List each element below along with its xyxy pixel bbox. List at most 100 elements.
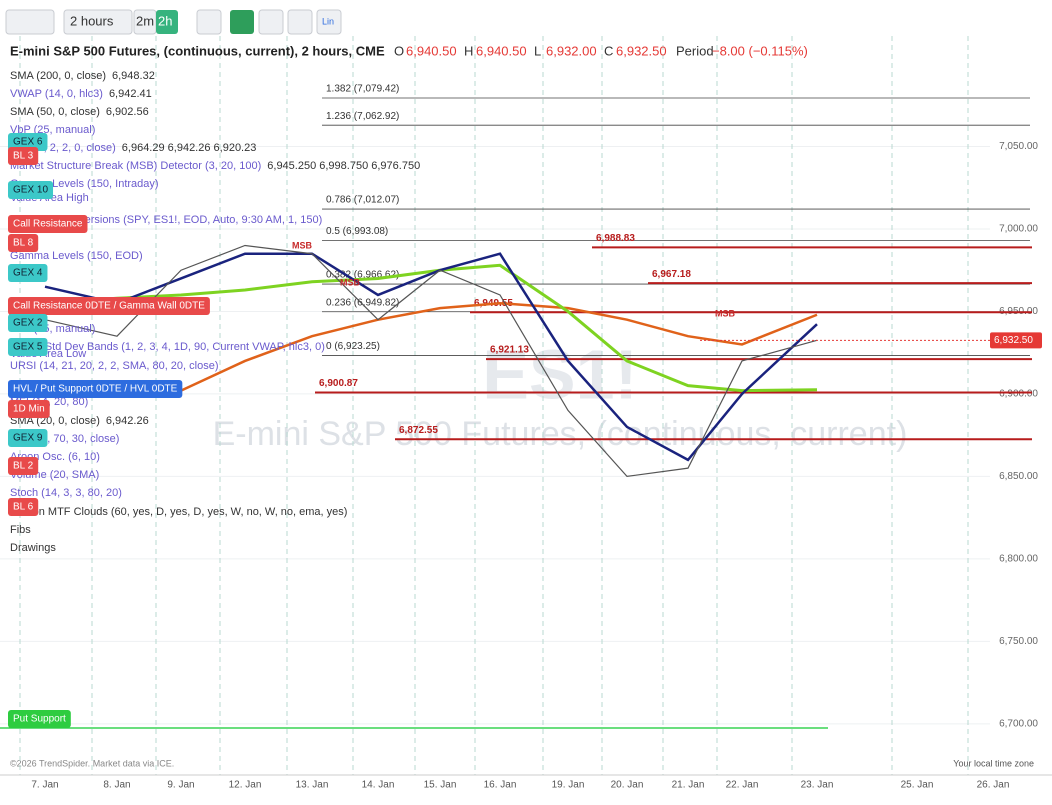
level-label: 6,872.55 [399,425,438,436]
badge: BL 3 [8,147,39,165]
level-label: 6,921.13 [490,345,529,356]
badge-box [8,338,48,356]
badge-label: GEX 4 [13,268,43,279]
x-tick-label: 14. Jan [362,780,395,791]
y-tick-label: 7,050.00 [999,141,1038,152]
badge-label: HVL / Put Support 0DTE / HVL 0DTE [13,384,178,395]
badge: Put Support [8,710,71,728]
badge: GEX 6 [8,133,48,151]
fib-label: 1.382 (7,079.42) [326,84,399,95]
msb-label: MSB [340,277,361,287]
legend-value: 6,942.26 [106,415,149,427]
badge-label: Call Resistance 0DTE / Gamma Wall 0DTE [13,301,205,312]
badge: GEX 10 [8,181,54,199]
level-label: 6,967.18 [652,269,691,280]
y-tick-label: 7,000.00 [999,224,1038,235]
badge: BL 6 [8,498,39,516]
indicator-label: VbP (25, manual) [10,124,95,136]
fib-label: 0 (6,923.25) [326,341,380,352]
badge-label: GEX 2 [13,318,43,329]
interval-label: 2 hours [70,13,114,28]
cursor-button[interactable] [230,10,254,34]
ohlc-value: −8.00 (−0.115%) [712,43,808,58]
badge-box [8,498,39,516]
legend-value: 6,902.56 [106,106,149,118]
badge-label: 1D Min [13,404,45,415]
crosshair-button[interactable] [287,9,313,35]
interval-dropdown[interactable] [63,9,133,35]
badge-box [8,297,210,315]
badge: 1D Min [8,400,50,418]
indicator-label: Stoch (14, 3, 3, 80, 20) [10,487,122,499]
indicator-label: Ribbon MTF Clouds (60, yes, D, yes, D, y… [10,506,347,518]
x-tick-label: 25. Jan [901,780,934,791]
ohlc-value: 6,940.50 [406,43,457,58]
x-tick-label: 8. Jan [103,780,130,791]
scale-label: Lin [322,16,334,26]
x-tick-label: 26. Jan [977,780,1010,791]
ohlc-key: Period [676,43,714,58]
badge-box [8,234,39,252]
indicator-label: Fibs [10,524,31,536]
ohlc-value: 6,932.00 [546,43,597,58]
indicator-label: Mondrian Conversions (SPY, ES1!, EOD, Au… [10,214,322,226]
x-tick-label: 22. Jan [726,780,759,791]
fib-label: 0.5 (6,993.08) [326,226,388,237]
badge-box [8,264,48,282]
chart-title: E-mini S&P 500 Futures, (continuous, cur… [10,43,385,58]
badge: GEX 4 [8,264,48,282]
badge-box [8,710,71,728]
x-tick-label: 21. Jan [672,780,705,791]
badge: BL 8 [8,234,39,252]
badge-box [8,314,48,332]
badge-label: GEX 5 [13,342,43,353]
x-tick-label: 13. Jan [296,780,329,791]
last-price-label: 6,932.50 [994,335,1033,346]
badge: GEX 9 [8,429,48,447]
fib-label: 0.382 (6,966.62) [326,270,399,281]
badge: GEX 5 [8,338,48,356]
interval-button-active[interactable] [156,10,178,34]
chart-type-button[interactable] [5,9,55,35]
indicator-label: VWAP (14, 0, hlc3) [10,88,103,100]
badge-box [8,380,183,398]
badge-label: BL 3 [13,151,34,162]
ohlc-key: H [464,43,473,58]
ohlc-key: L [534,43,541,58]
ohlc-value: 6,932.50 [616,43,667,58]
indicator-label: URSI (14, 21, 20, 2, 2, SMA, 80, 20, clo… [10,360,219,372]
interval-button-label: 2m [136,13,154,28]
y-tick-label: 6,750.00 [999,636,1038,647]
badge-box [8,133,48,151]
badge: HVL / Put Support 0DTE / HVL 0DTE [8,380,183,398]
indicator-label: VWAP Std Dev Bands (1, 2, 3, 4, 1D, 90, … [10,341,325,353]
badge-box [8,457,39,475]
badge-label: Put Support [13,714,66,725]
last-price-tag [990,332,1042,349]
indicator-value: 6,945.250 6,998.750 6,976.750 [267,160,420,172]
legend-value: 6,948.32 [112,70,155,82]
clock-button[interactable] [258,9,284,35]
y-tick-label: 6,900.00 [999,389,1038,400]
indicator-value: 6,942.41 [109,88,152,100]
badge-label: GEX 10 [13,185,48,196]
ohlc-key: O [394,43,404,58]
x-tick-label: 15. Jan [424,780,457,791]
fib-label: 0.786 (7,012.07) [326,195,399,206]
badge: BL 2 [8,457,39,475]
badge-label: GEX 9 [13,433,43,444]
badge-label: GEX 6 [13,137,43,148]
fib-label: 0.236 (6,949.82) [326,297,399,308]
scale-button[interactable] [316,9,342,35]
indicator-line [180,301,818,392]
badge: Call Resistance 0DTE / Gamma Wall 0DTE [8,297,210,315]
indicator-label: Gamma Levels (150, EOD) [10,250,143,262]
y-tick-label: 6,800.00 [999,554,1038,565]
badge-label: Call Resistance [13,219,83,230]
badge-box [8,181,54,199]
x-tick-label: 7. Jan [31,780,58,791]
y-tick-label: 6,850.00 [999,471,1038,482]
badge-box [8,400,50,418]
interval-button-label: 2h [158,13,172,28]
settings-button[interactable] [196,9,222,35]
